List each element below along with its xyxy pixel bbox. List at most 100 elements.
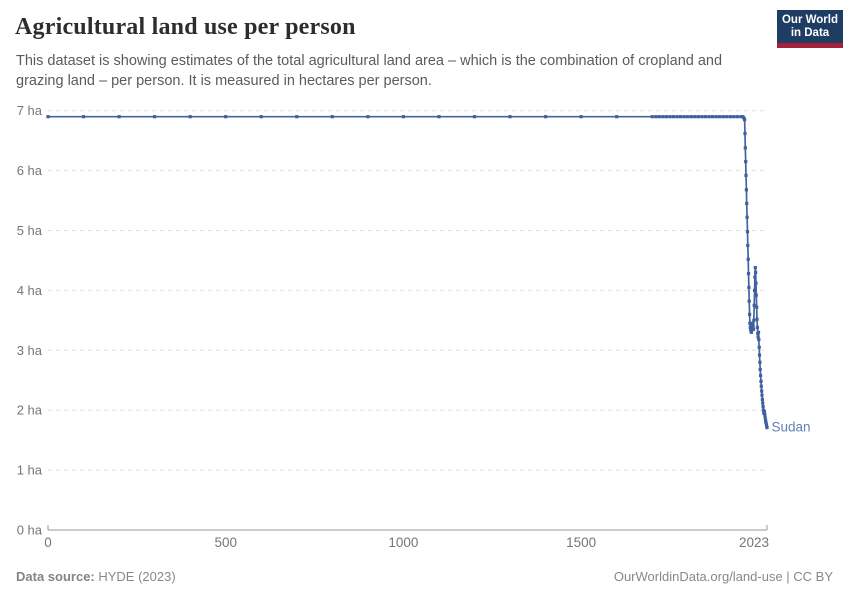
data-point[interactable] (714, 115, 718, 119)
data-point[interactable] (745, 215, 749, 219)
data-point[interactable] (763, 413, 767, 417)
data-point[interactable] (664, 115, 668, 119)
data-point[interactable] (764, 422, 768, 426)
data-point[interactable] (696, 115, 700, 119)
data-point[interactable] (295, 115, 299, 119)
data-point[interactable] (751, 321, 755, 325)
data-point[interactable] (765, 426, 769, 430)
data-point[interactable] (743, 131, 747, 136)
license-link[interactable]: OurWorldinData.org/land-use | CC BY (613, 569, 833, 584)
data-point[interactable] (748, 325, 752, 330)
data-point[interactable] (437, 115, 441, 119)
data-point[interactable] (751, 327, 756, 331)
data-point[interactable] (752, 303, 756, 307)
data-point[interactable] (671, 115, 676, 119)
data-point[interactable] (754, 293, 758, 297)
data-point[interactable] (689, 115, 693, 119)
data-point[interactable] (743, 146, 747, 150)
data-point[interactable] (748, 312, 752, 316)
data-point[interactable] (472, 115, 477, 119)
data-point[interactable] (693, 115, 697, 119)
data-point[interactable] (755, 305, 759, 309)
data-point[interactable] (747, 299, 751, 303)
data-point[interactable] (679, 115, 683, 119)
data-point[interactable] (401, 115, 405, 119)
data-point[interactable] (153, 115, 157, 119)
data-point[interactable] (721, 115, 725, 119)
data-point[interactable] (259, 115, 263, 119)
data-point[interactable] (752, 318, 756, 322)
data-point[interactable] (761, 401, 765, 405)
data-point[interactable] (654, 115, 658, 119)
data-point[interactable] (764, 418, 768, 422)
data-point[interactable] (117, 115, 121, 119)
data-point[interactable] (759, 379, 763, 383)
data-point[interactable] (732, 115, 736, 119)
data-point[interactable] (758, 360, 762, 364)
data-point[interactable] (508, 115, 512, 119)
data-point[interactable] (675, 115, 679, 119)
data-point[interactable] (751, 324, 755, 328)
data-point[interactable] (81, 115, 86, 119)
data-point[interactable] (544, 115, 548, 119)
data-point[interactable] (718, 115, 722, 119)
data-point[interactable] (744, 160, 748, 164)
data-point[interactable] (661, 115, 665, 119)
data-point[interactable] (745, 201, 749, 206)
data-point[interactable] (745, 230, 750, 234)
data-point[interactable] (753, 275, 757, 279)
data-point[interactable] (746, 257, 750, 261)
data-point[interactable] (739, 115, 743, 119)
data-point[interactable] (700, 115, 704, 119)
data-point[interactable] (330, 115, 334, 119)
data-point[interactable] (224, 115, 228, 119)
entity-label[interactable]: Sudan (772, 420, 811, 435)
data-point[interactable] (707, 115, 711, 119)
data-point[interactable] (753, 266, 757, 270)
data-point[interactable] (756, 330, 761, 334)
data-point[interactable] (760, 389, 764, 393)
owid-logo[interactable]: Our World in Data (777, 10, 843, 48)
data-point[interactable] (742, 116, 746, 120)
data-point[interactable] (755, 325, 759, 330)
data-point[interactable] (756, 335, 760, 339)
data-point[interactable] (746, 272, 751, 276)
data-point[interactable] (657, 115, 661, 119)
data-point[interactable] (762, 409, 767, 413)
data-point[interactable] (764, 420, 768, 424)
data-point[interactable] (762, 411, 766, 415)
data-point[interactable] (725, 115, 729, 119)
data-point[interactable] (760, 393, 764, 397)
data-point[interactable] (748, 321, 752, 325)
data-point[interactable] (754, 281, 758, 285)
data-point[interactable] (735, 115, 740, 119)
data-point[interactable] (759, 384, 763, 388)
data-point[interactable] (682, 115, 686, 119)
data-point[interactable] (650, 115, 654, 119)
data-point[interactable] (757, 345, 761, 349)
data-point[interactable] (755, 317, 759, 321)
data-point[interactable] (728, 115, 732, 119)
data-point[interactable] (753, 288, 757, 292)
data-point[interactable] (744, 188, 748, 192)
data-point[interactable] (758, 367, 762, 372)
data-point[interactable] (747, 285, 751, 289)
data-point[interactable] (749, 330, 753, 334)
data-point[interactable] (615, 115, 619, 119)
data-point[interactable] (746, 243, 750, 248)
data-point[interactable] (188, 115, 192, 119)
data-point[interactable] (765, 424, 769, 428)
data-point[interactable] (760, 397, 764, 401)
data-point[interactable] (668, 115, 672, 119)
data-point[interactable] (711, 115, 715, 119)
data-point[interactable] (743, 118, 747, 122)
data-point[interactable] (579, 115, 583, 119)
data-point[interactable] (744, 173, 748, 177)
data-point[interactable] (757, 353, 762, 357)
data-point[interactable] (366, 115, 370, 119)
data-point[interactable] (686, 115, 690, 119)
data-point[interactable] (703, 115, 708, 119)
data-point[interactable] (754, 270, 758, 274)
data-point[interactable] (761, 405, 765, 409)
